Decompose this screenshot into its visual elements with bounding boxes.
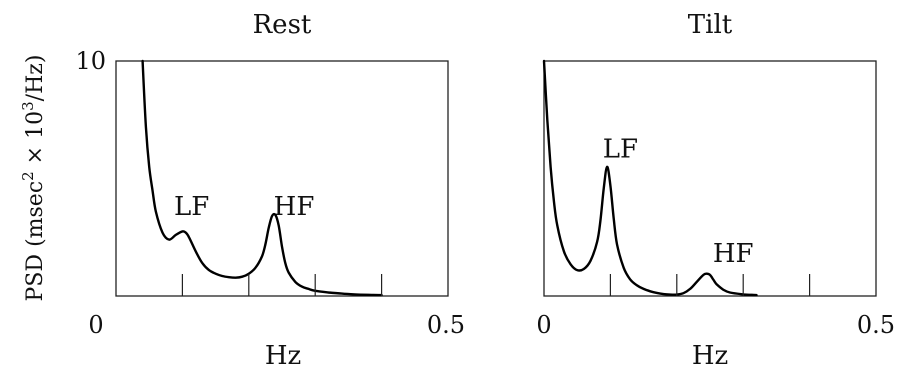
rest-xtick-05: 0.5 (427, 311, 465, 339)
rest-lf-label: LF (174, 192, 209, 222)
y-axis-label: PSD (msec2 × 103/Hz) (19, 55, 48, 302)
y-label-sup2: 3 (19, 101, 37, 111)
tilt-plot-frame (543, 60, 877, 297)
tilt-xtick-0: 0 (536, 311, 551, 339)
rest-plot-frame (115, 60, 449, 297)
tilt-xtick-05: 0.5 (857, 311, 895, 339)
y-label-main: PSD (msec (23, 181, 48, 302)
rest-hf-label: HF (274, 192, 315, 222)
rest-psd-curve (141, 59, 383, 297)
y-label-end: /Hz) (23, 55, 48, 102)
tilt-hf-label: HF (713, 239, 754, 269)
rest-x-axis-label: Hz (265, 341, 301, 371)
rest-ytick-10: 10 (75, 47, 106, 75)
rest-panel: Rest 10 0 0.5 Hz LF HF (75, 10, 465, 371)
tilt-panel: Tilt 0 0.5 Hz LF HF (536, 10, 895, 371)
tilt-lf-label: LF (603, 134, 638, 164)
rest-title: Rest (253, 10, 312, 40)
y-label-mid: × 10 (23, 111, 48, 171)
tilt-title: Tilt (688, 10, 733, 40)
y-label-sup1: 2 (19, 171, 37, 181)
tilt-x-axis-label: Hz (692, 341, 728, 371)
rest-xtick-0: 0 (88, 311, 103, 339)
tilt-psd-curve (542, 59, 758, 297)
